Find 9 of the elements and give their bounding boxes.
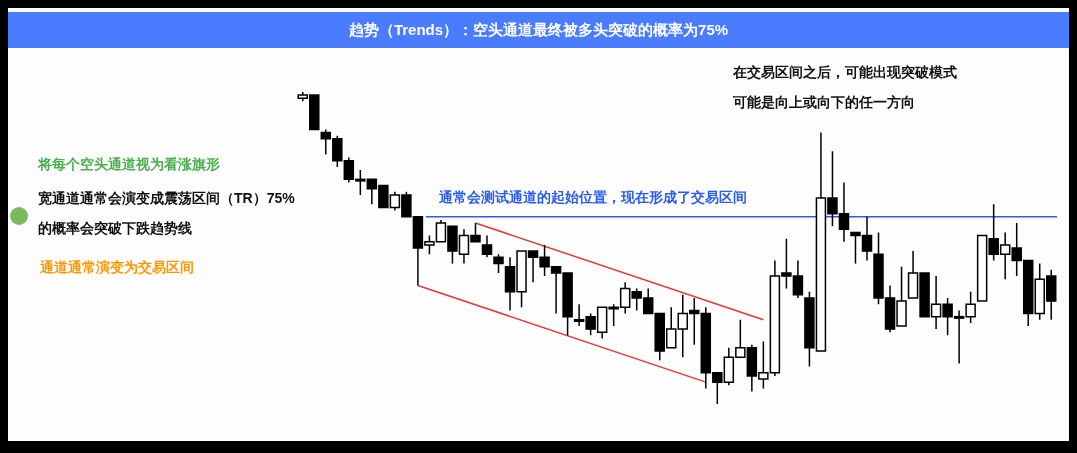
text: 通道通常演变为交易区间 <box>40 259 194 277</box>
ref-line-label: 通常会测试通道的起始位置，现在形成了交易区间 <box>438 188 748 205</box>
candlestick <box>481 234 493 259</box>
annotation: 可能是向上或向下的任一方向 <box>733 94 915 112</box>
chart-title: 趋势（Trends）：空头通道最终被多头突破的概率为75% <box>8 12 1069 48</box>
text: 将每个空头通道视为看涨旗形 <box>38 156 220 174</box>
text: 的概率会突破下跌趋势线 <box>38 220 192 238</box>
text: 在交易区间之后，可能出现突破模式 <box>733 64 957 82</box>
text: 宽通道通常会演变成震荡区间（TR）75% <box>38 190 295 208</box>
